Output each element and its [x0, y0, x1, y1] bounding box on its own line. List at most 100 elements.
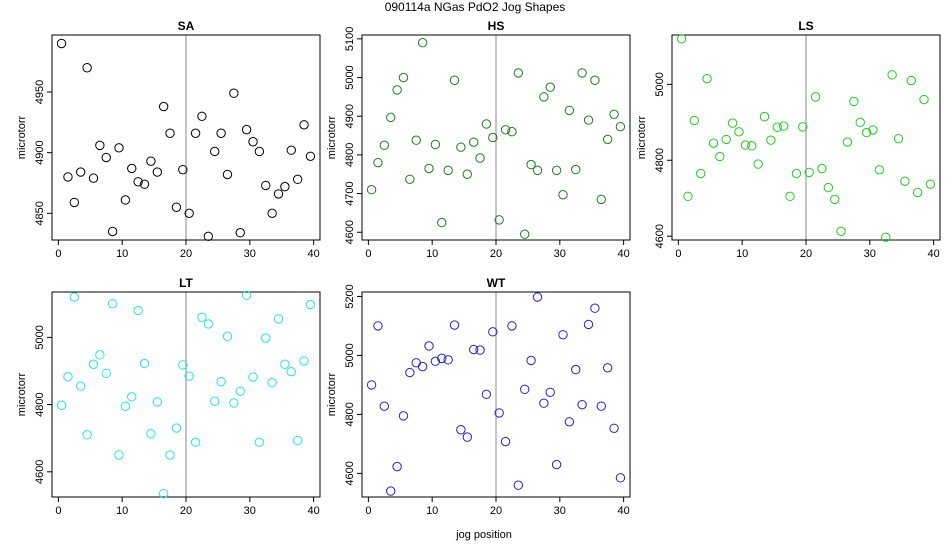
- data-point-wt-16: [468, 344, 479, 355]
- y-tick-label-hs-5100: 5100: [344, 27, 356, 51]
- data-point-lt-32: [261, 333, 271, 343]
- data-point-sa-22: [197, 111, 207, 121]
- x-tick-label-ls-20: 20: [800, 248, 812, 260]
- data-point-wt-35: [590, 303, 600, 313]
- data-point-wt-13: [449, 320, 460, 330]
- data-point-wt-38: [609, 423, 619, 433]
- data-point-lt-4: [82, 430, 92, 440]
- data-point-ls-21: [810, 92, 821, 102]
- data-point-ls-34: [893, 133, 904, 144]
- data-point-lt-8: [107, 299, 118, 309]
- data-point-wt-33: [577, 399, 587, 410]
- data-point-ls-29: [861, 127, 872, 138]
- data-point-lt-37: [292, 435, 303, 446]
- data-point-wt-4: [392, 461, 402, 472]
- data-point-lt-28: [235, 386, 245, 396]
- data-point-sa-17: [165, 128, 175, 138]
- data-point-wt-2: [379, 401, 390, 411]
- data-point-lt-34: [273, 314, 284, 324]
- data-point-ls-22: [817, 163, 827, 174]
- data-point-sa-31: [254, 146, 265, 157]
- x-tick-label-wt-20: 20: [490, 505, 502, 517]
- data-point-hs-30: [558, 190, 568, 200]
- data-point-lt-2: [69, 292, 80, 302]
- data-point-lt-6: [95, 350, 105, 360]
- data-point-wt-29: [551, 459, 562, 470]
- data-point-ls-20: [804, 167, 814, 178]
- data-point-sa-38: [299, 120, 309, 130]
- data-point-ls-3: [696, 168, 706, 179]
- y-tick-label-hs-5000: 5000: [344, 65, 356, 89]
- y-tick-label-ls-4600: 4600: [654, 224, 666, 248]
- x-axis-label: jog position: [455, 529, 512, 541]
- data-point-hs-21: [500, 125, 511, 135]
- data-point-lt-38: [299, 356, 309, 366]
- data-point-sa-24: [210, 146, 220, 157]
- data-point-wt-22: [507, 321, 517, 331]
- data-point-wt-34: [583, 319, 594, 330]
- data-point-sa-26: [222, 169, 233, 180]
- data-point-sa-28: [235, 228, 245, 238]
- data-point-sa-12: [133, 177, 143, 187]
- x-tick-label-lt-10: 10: [116, 505, 128, 517]
- data-point-ls-33: [887, 70, 897, 80]
- data-point-ls-38: [919, 94, 929, 105]
- data-point-ls-36: [906, 75, 916, 86]
- y-tick-label-hs-4600: 4600: [344, 220, 356, 244]
- data-point-ls-24: [830, 194, 840, 205]
- data-point-sa-20: [184, 208, 194, 219]
- panel-wt: WT 0 10 20 30 40 4600 4800 5000 5200 microtorr: [326, 276, 631, 517]
- data-point-hs-28: [545, 82, 555, 92]
- data-point-ls-31: [874, 165, 885, 175]
- data-point-wt-28: [545, 387, 555, 397]
- data-point-ls-12: [753, 159, 763, 169]
- data-point-hs-8: [417, 38, 428, 48]
- data-point-lt-30: [248, 372, 258, 382]
- data-point-lt-16: [158, 488, 169, 499]
- data-point-ls-1: [683, 191, 693, 202]
- x-tick-label-ls-30: 30: [864, 248, 876, 260]
- data-point-hs-7: [411, 135, 421, 145]
- panel-title-sa: SA: [178, 19, 195, 33]
- y-tick-label-sa-4900: 4900: [34, 140, 46, 164]
- y-axis-label-lt: microtorr: [16, 372, 28, 416]
- data-point-sa-34: [273, 189, 284, 199]
- y-tick-label-ls-5000: 5000: [654, 72, 666, 96]
- data-point-sa-15: [152, 167, 162, 177]
- y-axis-label-wt: microtorr: [326, 372, 338, 416]
- data-point-hs-1: [373, 157, 383, 168]
- data-point-hs-17: [475, 153, 485, 163]
- data-point-hs-27: [539, 92, 549, 102]
- y-tick-label-wt-4600: 4600: [344, 461, 356, 485]
- data-point-sa-0: [56, 38, 67, 49]
- y-tick-label-hs-4800: 4800: [344, 143, 356, 167]
- x-tick-label-hs-30: 30: [554, 248, 566, 260]
- data-point-sa-6: [95, 140, 105, 151]
- data-point-ls-35: [900, 176, 910, 186]
- panel-sa: SA 0 10 20 30 40 4850 4900 4950 microtorr: [16, 19, 321, 260]
- y-tick-label-sa-4950: 4950: [34, 80, 46, 104]
- data-point-hs-0: [366, 185, 377, 195]
- data-point-sa-29: [241, 124, 252, 135]
- data-point-hs-37: [602, 134, 613, 145]
- data-point-wt-36: [596, 401, 606, 411]
- data-point-ls-13: [759, 111, 770, 122]
- data-point-sa-37: [292, 174, 303, 185]
- data-point-wt-5: [398, 411, 409, 421]
- data-point-ls-27: [849, 96, 859, 107]
- data-point-hs-33: [577, 68, 587, 78]
- data-point-sa-39: [305, 151, 316, 162]
- data-point-sa-1: [63, 172, 73, 182]
- data-point-lt-7: [101, 368, 111, 379]
- data-point-hs-18: [481, 119, 492, 129]
- data-point-ls-37: [912, 187, 923, 198]
- data-point-ls-28: [855, 117, 865, 128]
- data-point-sa-19: [178, 164, 188, 175]
- data-point-sa-14: [146, 156, 156, 166]
- data-point-hs-2: [379, 140, 390, 150]
- data-point-sa-36: [286, 145, 296, 155]
- data-point-sa-10: [120, 195, 131, 205]
- data-point-wt-19: [488, 327, 498, 337]
- y-tick-label-wt-4800: 4800: [344, 402, 356, 426]
- data-point-lt-33: [267, 378, 277, 388]
